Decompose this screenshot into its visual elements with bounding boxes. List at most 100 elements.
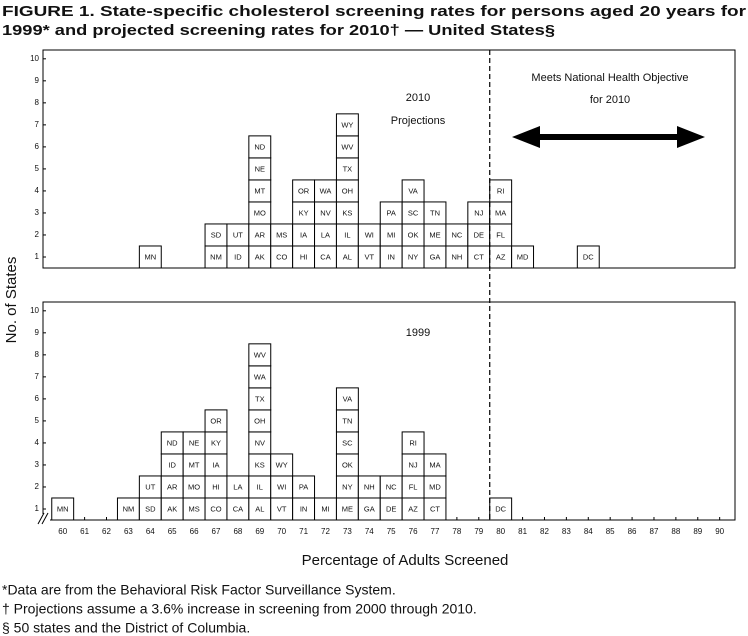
state-label: NY	[408, 252, 418, 261]
state-label: OH	[342, 186, 353, 195]
state-box: MT	[182, 453, 206, 477]
x-tick-label: 73	[343, 527, 352, 536]
state-label: CO	[276, 252, 287, 261]
state-label: WY	[341, 120, 353, 129]
state-box: KY	[204, 431, 228, 455]
state-label: MT	[254, 186, 265, 195]
state-box: MD	[511, 245, 535, 269]
state-label: WV	[341, 142, 353, 151]
state-label: TN	[342, 416, 352, 425]
state-box: SC	[401, 201, 425, 225]
state-box: HI	[292, 245, 316, 269]
x-tick-label: 76	[409, 527, 418, 536]
state-box: OK	[335, 453, 359, 477]
state-label: UT	[145, 482, 155, 491]
state-box: LA	[226, 475, 250, 499]
x-tick-label: 69	[255, 527, 264, 536]
state-box: AZ	[401, 497, 425, 521]
state-box: RI	[401, 431, 425, 455]
state-box: OR	[204, 409, 228, 433]
x-tick-label: 78	[452, 527, 461, 536]
state-box: VT	[357, 245, 381, 269]
state-label: CT	[430, 504, 440, 513]
state-label: OR	[210, 416, 222, 425]
state-label: AL	[343, 252, 352, 261]
state-label: WI	[277, 482, 286, 491]
state-box: DE	[467, 223, 491, 247]
state-label: AK	[255, 252, 265, 261]
state-box: VT	[270, 497, 294, 521]
state-box: TN	[335, 409, 359, 433]
footnote: *Data are from the Behavioral Risk Facto…	[2, 582, 396, 598]
state-box: IL	[248, 475, 272, 499]
state-box: NM	[116, 497, 140, 521]
state-label: RI	[409, 438, 417, 447]
state-label: TN	[430, 208, 440, 217]
annotation: 1999	[406, 327, 430, 339]
state-label: NM	[210, 252, 222, 261]
box	[292, 475, 316, 499]
state-label: ME	[429, 230, 440, 239]
state-label: HI	[212, 482, 220, 491]
state-label: MO	[188, 482, 200, 491]
state-label: PA	[386, 208, 395, 217]
state-label: SC	[408, 208, 419, 217]
state-label: MS	[188, 504, 199, 513]
state-label: MS	[276, 230, 287, 239]
state-label: GA	[364, 504, 375, 513]
state-label: IA	[212, 460, 219, 469]
state-label: NJ	[409, 460, 418, 469]
state-box: AL	[335, 245, 359, 269]
state-label: KS	[255, 460, 265, 469]
state-box: WI	[357, 223, 381, 247]
state-box: IN	[292, 497, 316, 521]
state-label: DE	[474, 230, 484, 239]
title-line: FIGURE 1. State-specific cholesterol scr…	[2, 3, 746, 20]
state-label: MI	[321, 504, 329, 513]
state-box: ME	[335, 497, 359, 521]
state-box: KY	[292, 201, 316, 225]
state-box: MO	[182, 475, 206, 499]
state-box: HI	[204, 475, 228, 499]
state-label: FL	[496, 230, 505, 239]
state-box: SD	[138, 497, 162, 521]
state-label: MD	[517, 252, 529, 261]
box	[335, 113, 359, 137]
annotation: for 2010	[590, 94, 630, 106]
state-box: SD	[204, 223, 228, 247]
state-box: MA	[423, 453, 447, 477]
y-tick-label: 4	[35, 438, 40, 447]
state-label: WY	[276, 460, 288, 469]
state-label: UT	[233, 230, 243, 239]
box	[248, 343, 272, 367]
state-label: VA	[408, 186, 417, 195]
box	[248, 135, 272, 159]
state-box: CO	[204, 497, 228, 521]
state-box: NJ	[467, 201, 491, 225]
x-tick-label: 83	[562, 527, 571, 536]
state-label: NH	[451, 252, 462, 261]
state-label: MI	[387, 230, 395, 239]
state-box: TX	[248, 387, 272, 411]
box	[576, 245, 600, 269]
x-tick-label: 70	[277, 527, 286, 536]
state-label: SC	[342, 438, 353, 447]
x-tick-label: 71	[299, 527, 308, 536]
state-label: KS	[342, 208, 352, 217]
y-tick-label: 6	[35, 142, 40, 151]
state-box: MO	[248, 201, 272, 225]
state-label: ME	[342, 504, 353, 513]
state-box: RI	[489, 179, 513, 203]
state-label: IA	[300, 230, 307, 239]
state-box: WI	[270, 475, 294, 499]
x-tick-label: 90	[715, 527, 724, 536]
y-tick-label: 5	[35, 164, 40, 173]
x-axis-title: Percentage of Adults Screened	[302, 552, 509, 569]
box	[423, 453, 447, 477]
state-label: OK	[408, 230, 419, 239]
x-tick-label: 72	[321, 527, 330, 536]
axis-break	[37, 512, 50, 525]
state-box: ME	[423, 223, 447, 247]
